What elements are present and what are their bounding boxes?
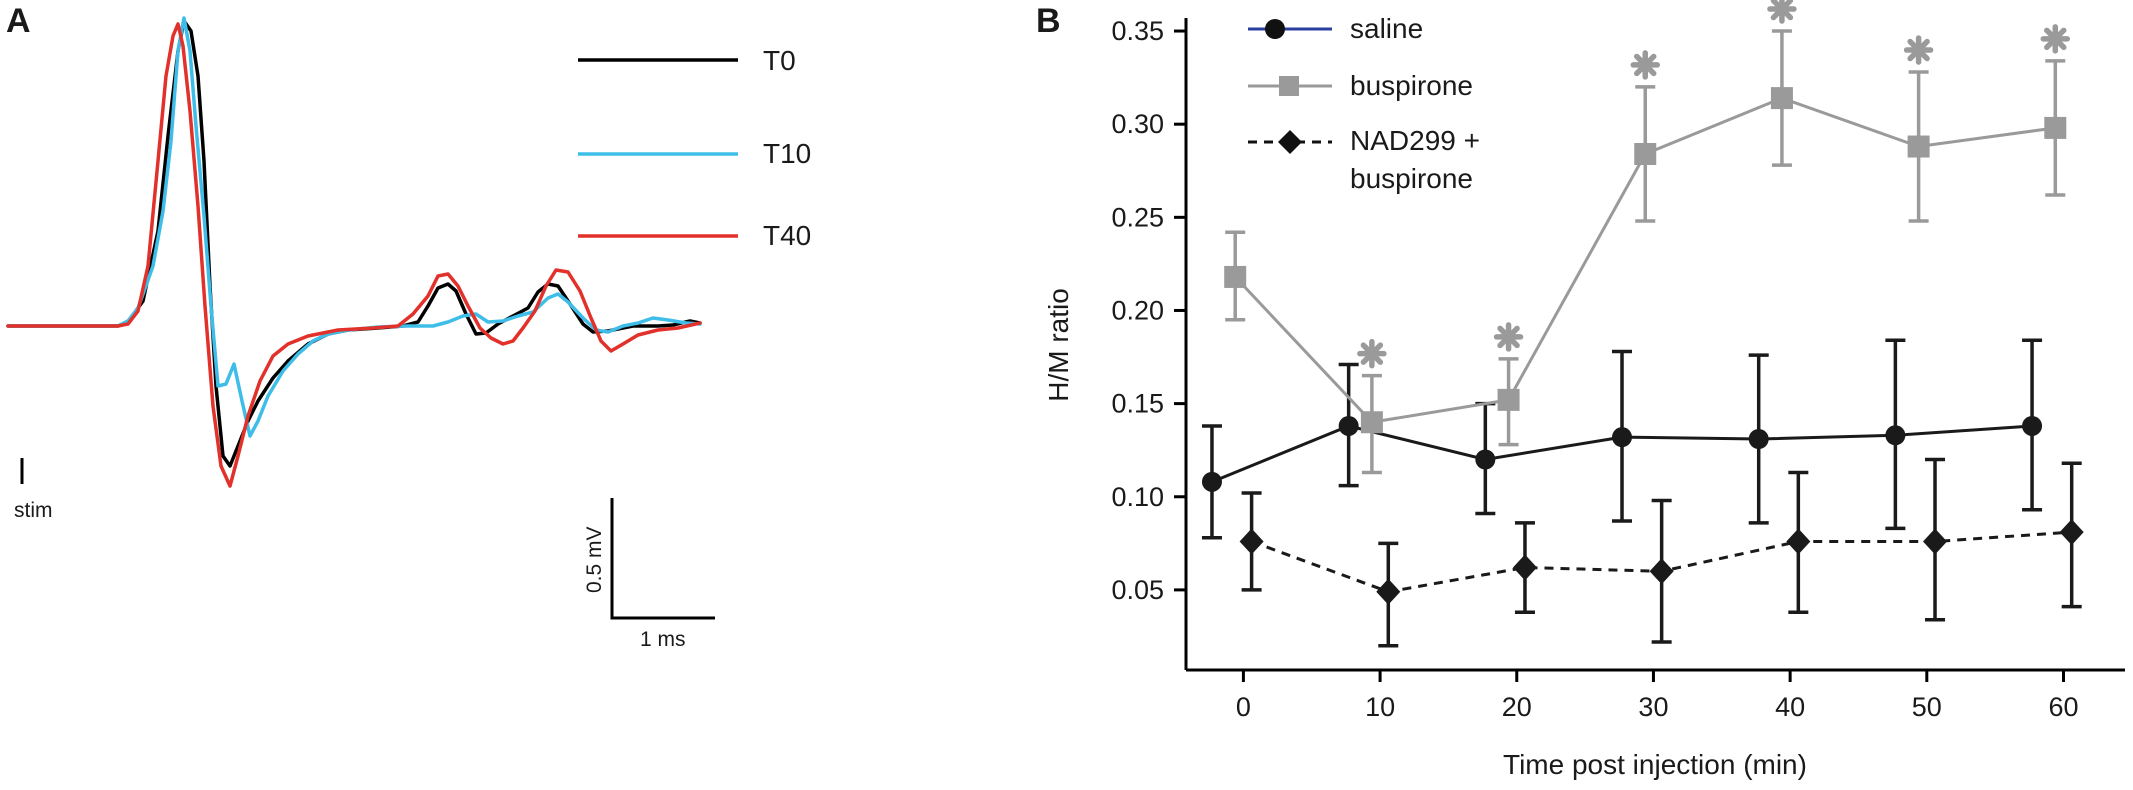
- data-point: [1338, 415, 1359, 436]
- panel-b-letter: B: [1036, 2, 1061, 40]
- y-tick-label: 0.20: [1111, 295, 1164, 325]
- y-tick-label: 0.15: [1111, 389, 1164, 419]
- y-ticks: 0.05 0.10 0.15 0.20 0.25 0.30 0.35: [1111, 16, 1186, 605]
- y-tick-label: 0.35: [1111, 16, 1164, 46]
- data-point: [1497, 388, 1520, 411]
- x-tick-label: 10: [1365, 692, 1395, 722]
- stim-label: stim: [14, 499, 53, 522]
- x-ticks: 0 10 20 30 40 50 60: [1236, 670, 2079, 722]
- trace-t0: [6, 19, 702, 468]
- legend-label-t40: T40: [763, 220, 811, 251]
- series-buspirone: [1224, 0, 2071, 475]
- data-point: [1907, 135, 1930, 158]
- x-tick-label: 40: [1775, 692, 1805, 722]
- y-tick-label: 0.10: [1111, 482, 1164, 512]
- significance-asterisk: [1903, 35, 1934, 65]
- x-tick-label: 50: [1912, 692, 1942, 722]
- data-point: [1885, 425, 1906, 446]
- series-saline: [1201, 338, 2043, 540]
- legend-marker-buspirone: [1279, 76, 1299, 96]
- scale-bar-time-label: 1 ms: [640, 628, 686, 651]
- panel-a-traces: A stim T0 T10 T40 0.5 mV 1 ms: [6, 2, 811, 651]
- y-tick-label: 0.05: [1111, 575, 1164, 605]
- legend-label-nad299-line2: buspirone: [1350, 163, 1473, 194]
- data-point: [2044, 116, 2067, 139]
- significance-asterisk: [1767, 0, 1797, 24]
- data-point: [1475, 449, 1496, 470]
- legend-label-t10: T10: [763, 138, 811, 169]
- data-point: [1786, 528, 1811, 555]
- scale-bar-voltage-label: 0.5 mV: [583, 526, 606, 593]
- data-point: [1224, 265, 1247, 288]
- data-point: [1634, 142, 1657, 165]
- significance-asterisk: [1630, 50, 1660, 80]
- data-point: [1923, 528, 1948, 555]
- series-nad299-buspirone: [1239, 457, 2084, 648]
- panel-a-letter: A: [6, 2, 31, 40]
- data-point: [2022, 415, 2043, 436]
- x-tick-label: 20: [1502, 692, 1532, 722]
- scale-bar-lines: [610, 498, 715, 620]
- trace-t10: [6, 16, 702, 438]
- significance-asterisk: [1493, 322, 1524, 352]
- y-tick-label: 0.25: [1111, 202, 1164, 232]
- x-tick-label: 30: [1638, 692, 1668, 722]
- significance-asterisk: [2040, 24, 2071, 54]
- y-axis-label: H/M ratio: [1043, 288, 1074, 402]
- data-point: [1770, 87, 1793, 110]
- y-tick-label: 0.30: [1111, 109, 1164, 139]
- panel-b-chart: B 0.05 0.10 0.15 0.20 0.25 0.30 0.35 0 10 20 30 40…: [1036, 0, 2125, 780]
- x-tick-label: 60: [2048, 692, 2078, 722]
- trace-lines: [6, 16, 702, 488]
- x-axis-label: Time post injection (min): [1503, 749, 1807, 780]
- legend-label-buspirone: buspirone: [1350, 70, 1473, 101]
- scale-bar: 0.5 mV 1 ms: [583, 498, 715, 651]
- data-point: [1360, 411, 1383, 434]
- data-point: [1376, 578, 1401, 605]
- significance-asterisk: [1357, 338, 1387, 369]
- data-point: [1201, 471, 1222, 492]
- data-point: [1512, 554, 1537, 581]
- panel-b-series: [1201, 0, 2084, 648]
- legend-label-saline: saline: [1350, 13, 1423, 44]
- data-point: [1748, 429, 1769, 450]
- data-point: [1649, 558, 1674, 585]
- trace-t40: [6, 22, 702, 488]
- legend-label-nad299: NAD299 +: [1350, 125, 1480, 156]
- legend-marker-saline: [1265, 19, 1285, 39]
- data-point: [1612, 427, 1633, 448]
- legend-panel-b: saline buspirone NAD299 + buspirone: [1248, 13, 1480, 194]
- legend-label-t0: T0: [763, 45, 796, 76]
- data-point: [2059, 519, 2084, 546]
- legend-panel-a: T0 T10 T40: [578, 45, 811, 251]
- legend-marker-nad299: [1278, 130, 1302, 154]
- data-point: [1239, 528, 1264, 555]
- x-tick-label: 0: [1236, 692, 1251, 722]
